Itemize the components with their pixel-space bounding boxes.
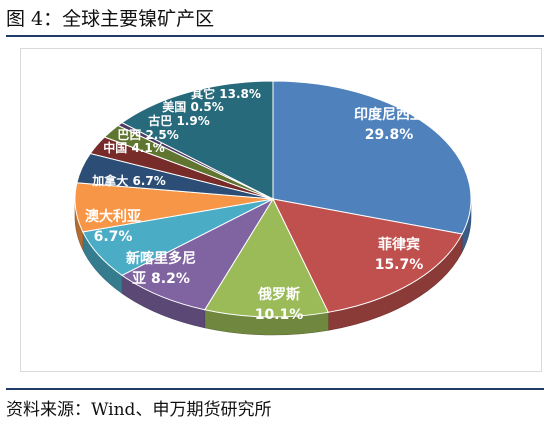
slice-label-2: 俄罗斯 10.1% xyxy=(255,286,304,323)
slice-label-1: 菲律宾 15.7% xyxy=(375,236,424,273)
pie-slice-3 xyxy=(121,197,275,311)
figure-title: 图 4：全球主要镍矿产区 xyxy=(6,8,215,30)
chart-area: 印度尼西亚 29.8% 菲律宾 15.7% 俄罗斯 10.1% 新喀里多尼亚 8.2% 澳大利… xyxy=(20,48,542,372)
slice-label-8: 古巴 1.9% xyxy=(148,113,209,128)
slice-label-7: 巴西 2.5% xyxy=(117,128,178,142)
slice-label-text-10: 其它 13.8% xyxy=(191,86,261,101)
slice-label-10: 其它 13.8% xyxy=(191,86,261,101)
slice-label-text-9: 美国 0.5% xyxy=(162,99,223,114)
slice-label-line-4-1: 6.7% xyxy=(94,229,133,245)
slice-label-0: 印度尼西亚 29.8% xyxy=(354,106,424,143)
slice-label-text-7: 巴西 2.5% xyxy=(117,128,178,142)
slice-label-line-0-1: 29.8% xyxy=(365,127,414,143)
slice-label-line-4-0: 澳大利亚 xyxy=(85,208,141,225)
source-note: 资料来源：Wind、申万期货研究所 xyxy=(6,400,272,420)
slice-label-line-0-0: 印度尼西亚 xyxy=(354,106,424,123)
slice-label-6: 中国 4.1% xyxy=(103,140,164,155)
slice-label-9: 美国 0.5% xyxy=(162,99,223,114)
top-divider xyxy=(6,35,544,37)
pie-slice-10 xyxy=(121,80,274,200)
slice-label-line-3-1: 亚 8.2% xyxy=(132,271,190,287)
slice-label-text-8: 古巴 1.9% xyxy=(148,113,209,128)
pie-slice-2 xyxy=(203,197,329,318)
slice-label-text-5: 加拿大 6.7% xyxy=(91,173,165,188)
slice-label-line-1-0: 菲律宾 xyxy=(378,236,420,253)
slice-label-line-2-0: 俄罗斯 xyxy=(257,286,300,303)
slice-label-line-2-1: 10.1% xyxy=(255,307,304,323)
pie-slice-0 xyxy=(272,80,472,235)
slice-label-5: 加拿大 6.7% xyxy=(91,173,165,188)
slice-label-text-6: 中国 4.1% xyxy=(103,140,164,155)
pie-slice-1 xyxy=(272,198,463,313)
bottom-divider xyxy=(6,388,544,390)
pie-top-layer xyxy=(74,80,472,318)
slice-label-line-3-0: 新喀里多尼 xyxy=(126,250,196,267)
slice-label-4: 澳大利亚 6.7% xyxy=(85,208,141,245)
slice-label-line-1-1: 15.7% xyxy=(375,257,424,273)
